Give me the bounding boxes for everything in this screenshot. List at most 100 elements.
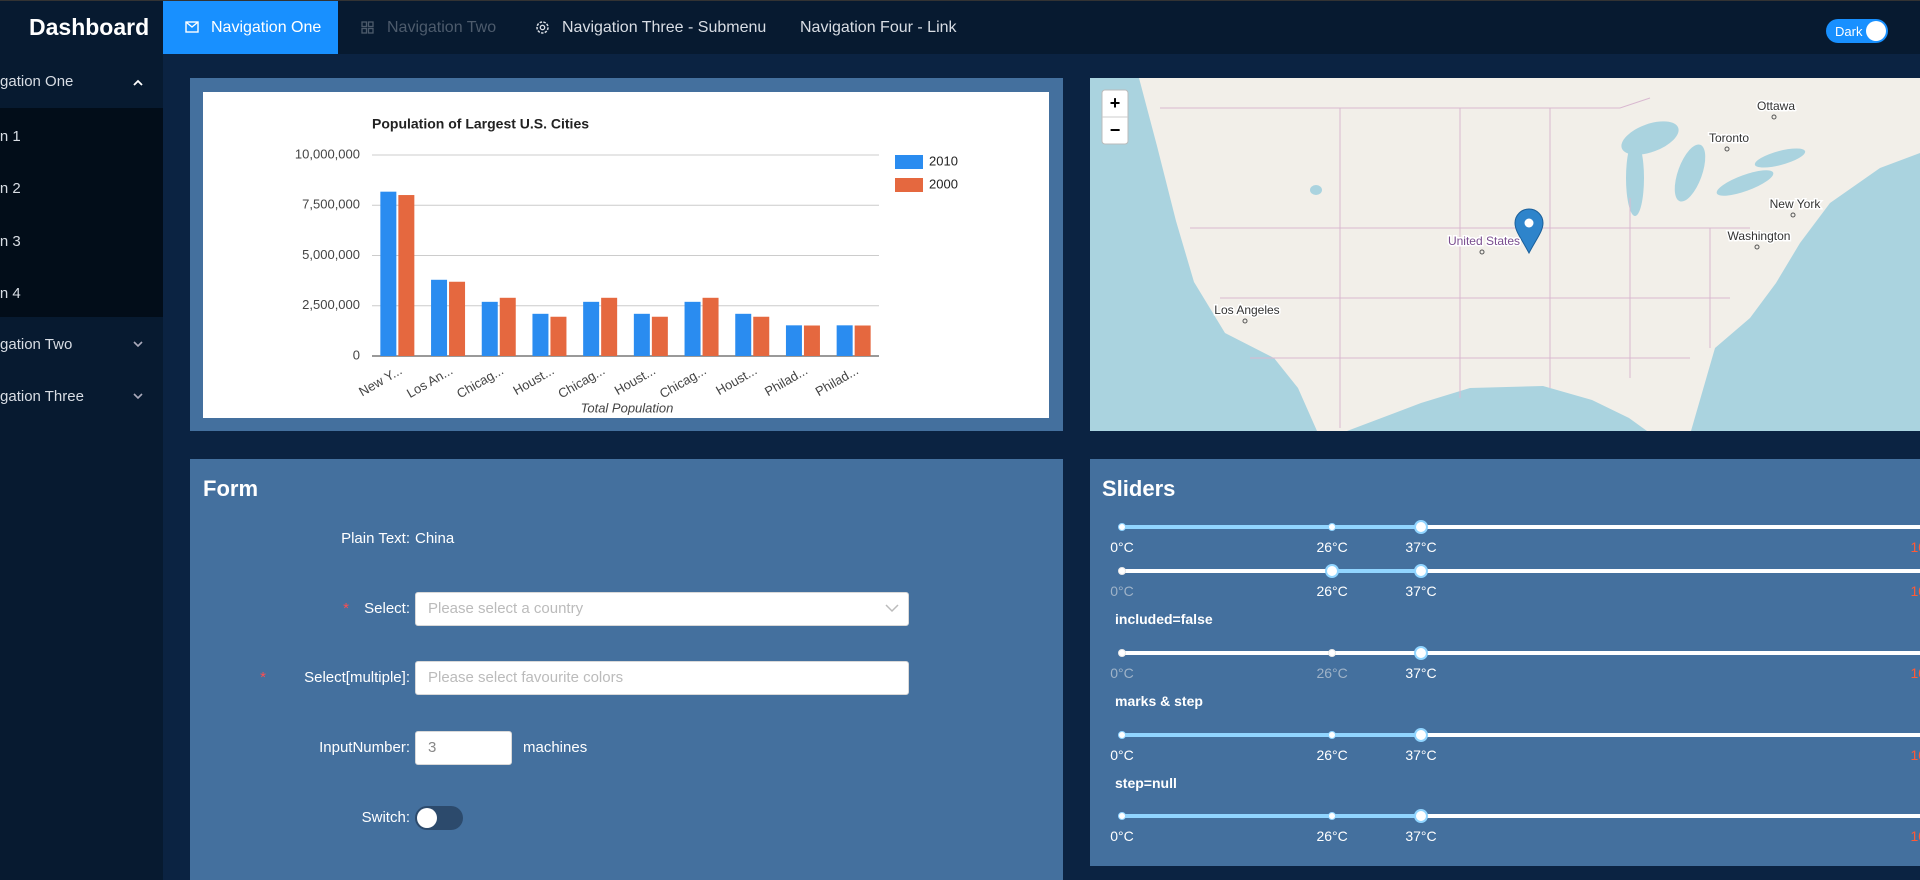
number-input[interactable]: 3 — [415, 731, 512, 765]
slider-track — [1332, 569, 1421, 573]
map-label: Los Angeles — [1214, 303, 1279, 317]
logo: Dashboard — [29, 14, 150, 40]
chevron — [133, 79, 143, 86]
slider-dot — [1328, 649, 1337, 657]
arrow — [885, 604, 899, 613]
card-title: Form — [203, 476, 258, 501]
slider-track — [1122, 525, 1421, 529]
select-input[interactable]: Please select a country — [415, 592, 909, 626]
menu-item[interactable]: Option 4 — [0, 285, 21, 302]
sliders-card: Sliders 0°C 26°C 37°C 100°C 0°C 26°C 37°C 100°C… — [1090, 459, 1920, 866]
nav-item[interactable]: Navigation Four - Link — [800, 19, 957, 36]
field-label: InputNumber: — [319, 739, 410, 756]
slider-dot — [1118, 567, 1126, 575]
slider-dot — [1118, 523, 1126, 531]
menu-item[interactable]: Option 3 — [0, 233, 21, 250]
submenu — [0, 108, 163, 317]
slider-handle[interactable] — [1413, 809, 1428, 823]
x-tick-label: Houst... — [510, 363, 556, 398]
city-dot — [1479, 249, 1485, 255]
slider-handle[interactable] — [1413, 564, 1428, 578]
field-value: China — [415, 530, 455, 547]
x-tick-label: Chicag... — [454, 363, 506, 402]
menu-title[interactable]: Navigation One — [0, 73, 74, 90]
mark-label: 0°C — [1110, 583, 1134, 599]
slider-rail — [1122, 733, 1920, 737]
mark-label: 100°C — [1910, 583, 1920, 599]
slider-dot — [1328, 731, 1337, 739]
sidebar: Navigation One Option 1 Option 2 Option … — [0, 53, 163, 880]
x-tick-label: Chicag... — [555, 363, 607, 402]
menu-item[interactable]: Option 1 — [0, 128, 21, 145]
bar — [836, 325, 853, 356]
chart: Population of Largest U.S. Cities Total … — [203, 92, 1049, 418]
nav-label: Navigation Three - Submenu — [562, 19, 767, 36]
bar — [803, 325, 820, 356]
y-tick-label: 0 — [353, 347, 360, 362]
x-tick-label: Philad... — [813, 363, 861, 399]
zoom-out[interactable]: − — [1110, 120, 1121, 140]
bar — [735, 313, 752, 356]
bar — [583, 301, 600, 356]
map-label: United States — [1448, 234, 1520, 248]
slider-handle[interactable] — [1325, 564, 1340, 578]
slider-dot — [1118, 731, 1126, 739]
switch-label: Dark — [1835, 24, 1863, 39]
slider-handle[interactable] — [1413, 728, 1428, 742]
slider-rail — [1122, 569, 1920, 573]
mark-label: 37°C — [1405, 828, 1437, 844]
form-card: Form Plain Text: China Select: * Please sele… — [190, 459, 1063, 880]
bar — [481, 301, 498, 356]
menu-title[interactable]: Navigation Three — [0, 388, 84, 405]
mark-label: 100°C — [1910, 747, 1920, 763]
mark-label: 26°C — [1316, 665, 1348, 681]
x-tick-label: Houst... — [713, 363, 759, 398]
bar — [532, 313, 549, 356]
slider-track — [1122, 733, 1421, 737]
mark-label: 37°C — [1405, 665, 1437, 681]
bar — [550, 316, 567, 356]
icon — [185, 21, 199, 33]
suffix: machines — [523, 739, 588, 756]
bar — [380, 191, 397, 356]
nav-item[interactable]: Navigation One — [163, 1, 338, 54]
select-input[interactable]: Please select favourite colors — [415, 661, 909, 695]
slider-track — [1122, 814, 1421, 818]
slider-caption: step=null — [1115, 775, 1177, 791]
bar — [702, 297, 719, 356]
map: + − Ottawa Toronto New York Washington Unite… — [1090, 78, 1920, 431]
bar — [431, 279, 448, 356]
slider-rail — [1122, 525, 1920, 529]
slider-rail — [1122, 814, 1920, 818]
mark-label: 0°C — [1110, 747, 1134, 763]
legend-swatch — [895, 178, 923, 192]
slider-handle[interactable] — [1413, 520, 1428, 534]
theme-switch[interactable]: Dark — [1826, 19, 1888, 43]
y-tick-label: 2,500,000 — [302, 297, 360, 312]
menu-title[interactable]: Navigation Two — [0, 336, 73, 353]
map-label: New York — [1770, 197, 1822, 211]
field-label: Plain Text: — [341, 530, 410, 547]
mark-label: 0°C — [1110, 665, 1134, 681]
icon — [361, 21, 374, 34]
slider-dot — [1118, 649, 1126, 657]
slider-handle[interactable] — [1413, 646, 1428, 660]
slider-dot — [1328, 812, 1337, 820]
menu-item[interactable]: Option 2 — [0, 180, 21, 197]
mark-label: 37°C — [1405, 539, 1437, 555]
land — [1139, 78, 1920, 431]
mark-label: 100°C — [1910, 539, 1920, 555]
switch[interactable] — [415, 806, 463, 830]
bar — [499, 297, 516, 356]
mark-label: 37°C — [1405, 583, 1437, 599]
bar — [785, 325, 802, 356]
bar — [398, 195, 415, 356]
city-dot — [1724, 146, 1730, 152]
mark-label: 0°C — [1110, 539, 1134, 555]
zoom-in[interactable]: + — [1110, 93, 1121, 113]
nav-label: Navigation Two — [387, 19, 497, 36]
card-title: Sliders — [1102, 476, 1176, 501]
chart-title: Population of Largest U.S. Cities — [372, 116, 589, 132]
slider-dot — [1328, 523, 1337, 531]
zoom: + − — [1101, 89, 1129, 145]
